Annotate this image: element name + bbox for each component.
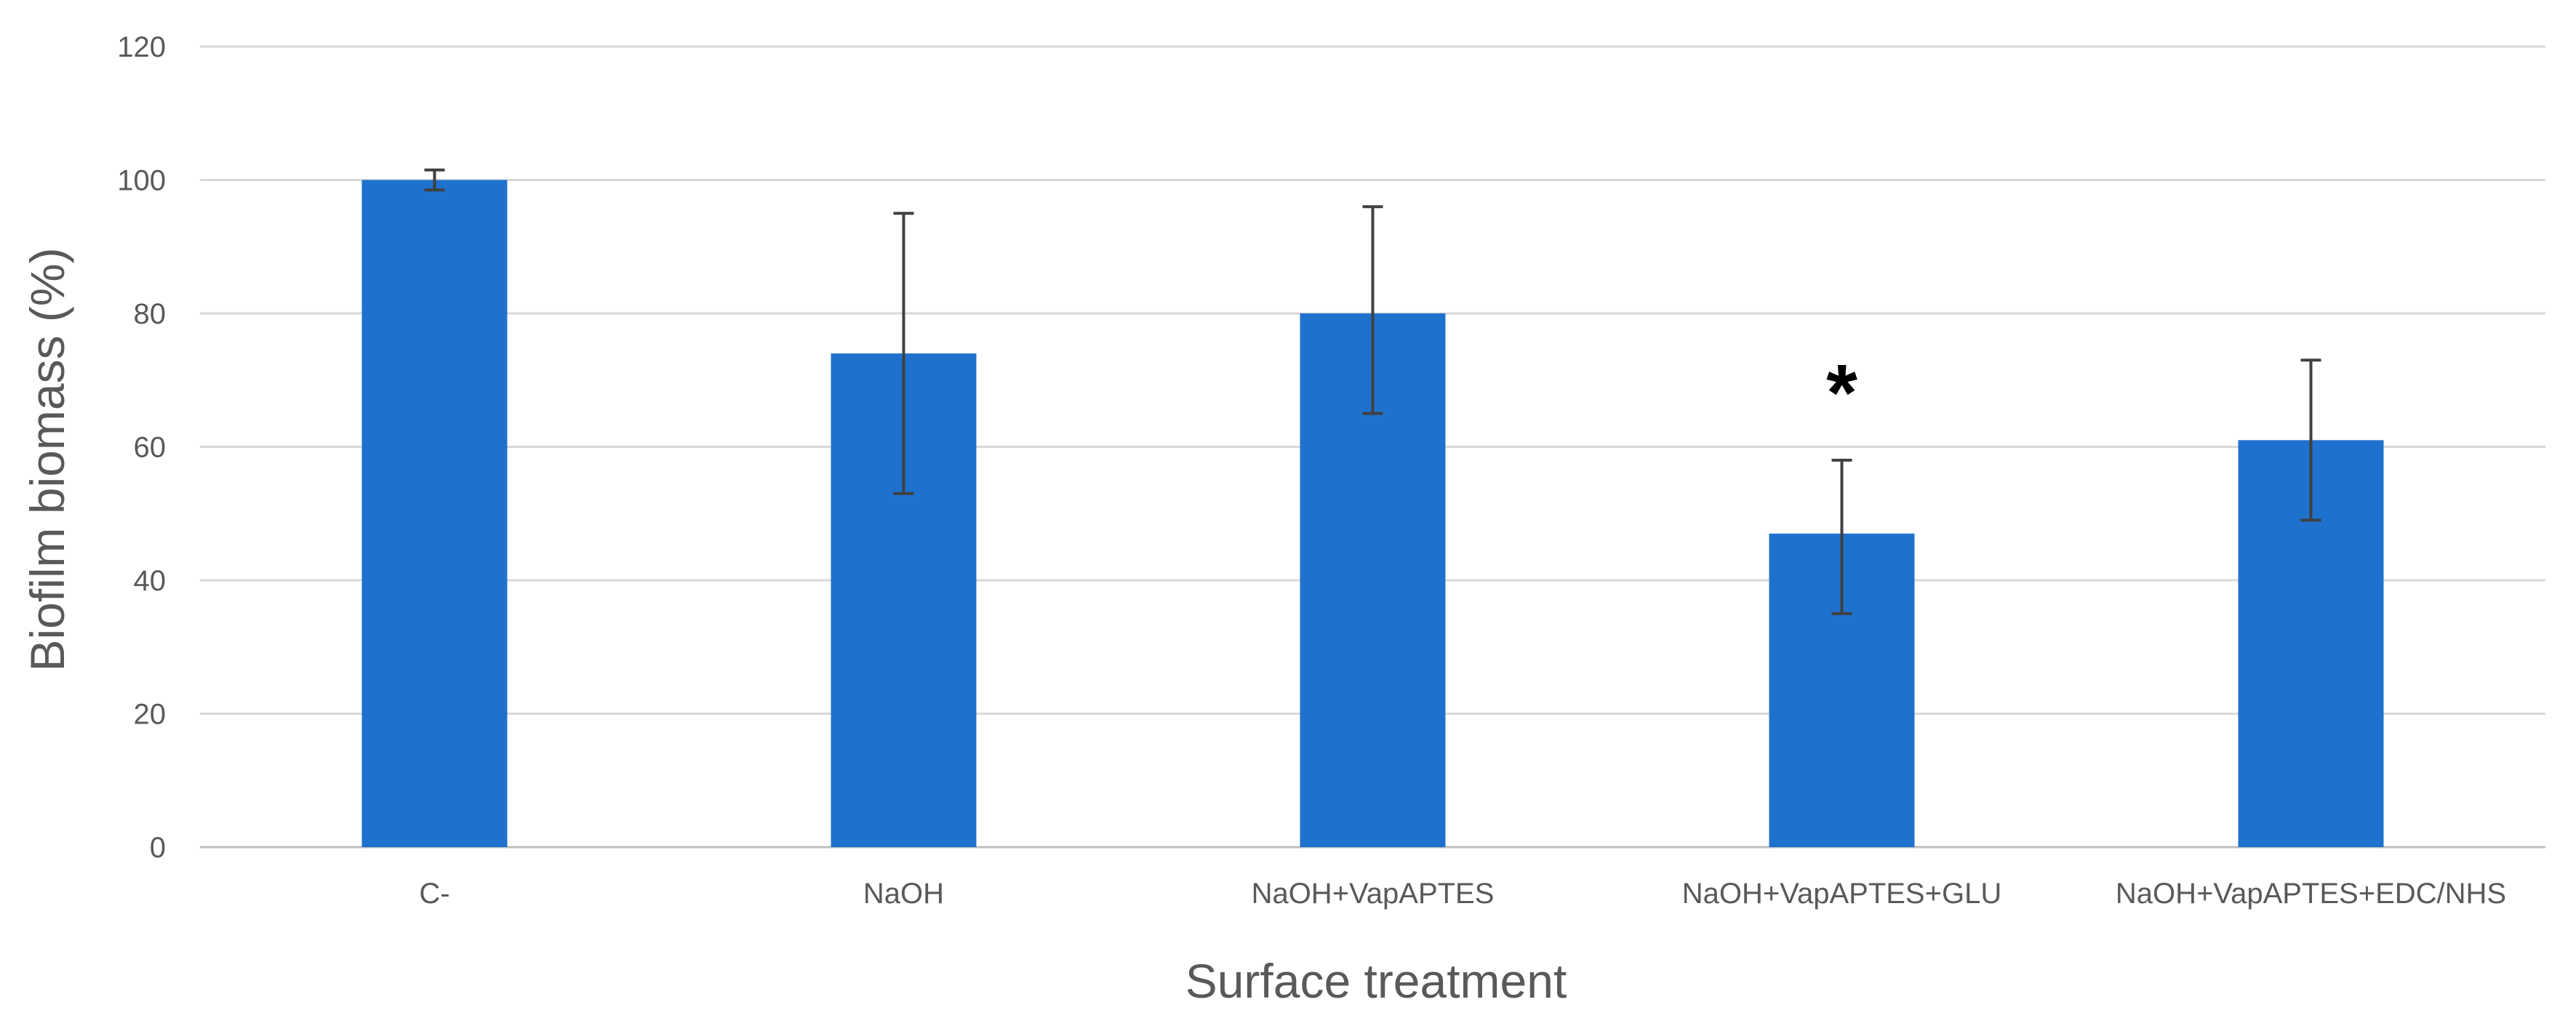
y-tick-label: 40 [134, 565, 167, 597]
y-axis-title: Biofilm biomass (%) [20, 247, 74, 671]
y-tick-label: 60 [134, 432, 167, 464]
y-tick-label: 100 [117, 165, 166, 197]
error-bars [424, 168, 2321, 615]
x-axis-title: Surface treatment [1185, 954, 1567, 1008]
x-tick-label: NaOH [863, 878, 944, 910]
significance-asterisk: * [1826, 348, 1857, 438]
y-tick-label: 120 [117, 31, 166, 63]
bar [361, 180, 508, 847]
x-axis-ticks: C- NaOH NaOH+VapAPTES NaOH+VapAPTES+GLU NaOH… [419, 878, 2506, 910]
y-tick-label: 80 [134, 298, 167, 330]
x-tick-label: NaOH+VapAPTES [1252, 878, 1495, 910]
y-axis-ticks: 0 20 40 60 80 100 120 [117, 31, 166, 864]
y-tick-label: 0 [150, 832, 166, 864]
annotations: * [1826, 348, 1857, 438]
x-tick-label: C- [419, 878, 449, 910]
y-tick-label: 20 [134, 699, 167, 731]
x-tick-label: NaOH+VapAPTES+EDC/NHS [2116, 878, 2506, 910]
x-tick-label: NaOH+VapAPTES+GLU [1682, 878, 2001, 910]
